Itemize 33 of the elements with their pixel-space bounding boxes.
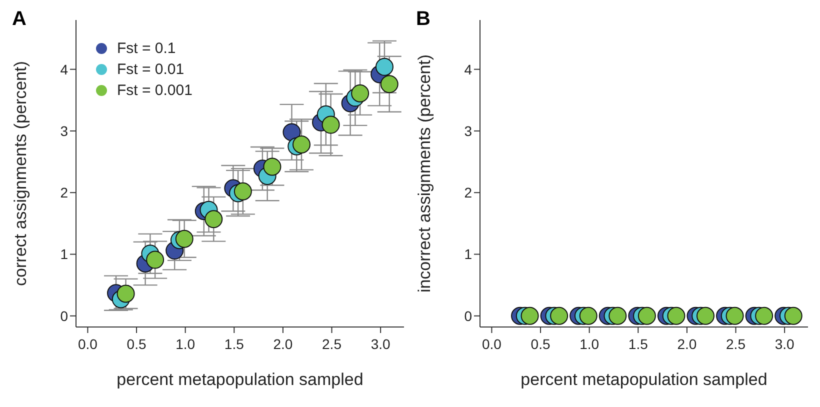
y-tick-label: 0 (464, 308, 472, 324)
y-tick-label: 1 (464, 246, 472, 262)
legend-label: Fst = 0.1 (117, 39, 176, 59)
x-tick-label: 2.5 (726, 336, 746, 352)
y-tick-label: 0 (60, 308, 68, 324)
y-axis-title: incorrect assignments (percent) (415, 54, 434, 293)
y-tick-label: 3 (464, 122, 472, 139)
x-tick-label: 2.5 (322, 336, 342, 352)
x-tick-label: 3.0 (370, 336, 391, 352)
x-tick-label: 1.0 (580, 336, 600, 352)
y-tick-label: 2 (60, 184, 68, 201)
chart-title: B (416, 8, 430, 31)
y-tick-label: 2 (464, 184, 472, 201)
x-tick-label: 3.0 (774, 336, 795, 352)
legend-label: Fst = 0.01 (117, 60, 184, 80)
x-tick-label: 2.0 (273, 336, 293, 352)
x-tick-label: 1.0 (176, 336, 196, 352)
x-tick-label: 0.0 (482, 336, 502, 352)
y-tick-label: 3 (60, 122, 68, 139)
x-tick-label: 1.5 (224, 336, 244, 352)
x-axis-title: percent metapopulation sampled (520, 370, 768, 389)
chart-title: A (12, 8, 26, 31)
x-tick-label: 0.0 (78, 336, 98, 352)
y-tick-label: 1 (60, 246, 68, 262)
y-tick-label: 4 (60, 61, 68, 78)
x-tick-label: 0.5 (530, 336, 550, 352)
y-tick-label: 4 (464, 61, 472, 78)
x-tick-label: 0.5 (126, 336, 146, 352)
legend-label: Fst = 0.001 (117, 81, 192, 101)
y-axis-title: correct assignments (percent) (11, 61, 30, 286)
x-axis-title: percent metapopulation sampled (116, 370, 364, 389)
x-tick-label: 2.0 (677, 336, 697, 352)
x-tick-label: 1.5 (628, 336, 648, 352)
